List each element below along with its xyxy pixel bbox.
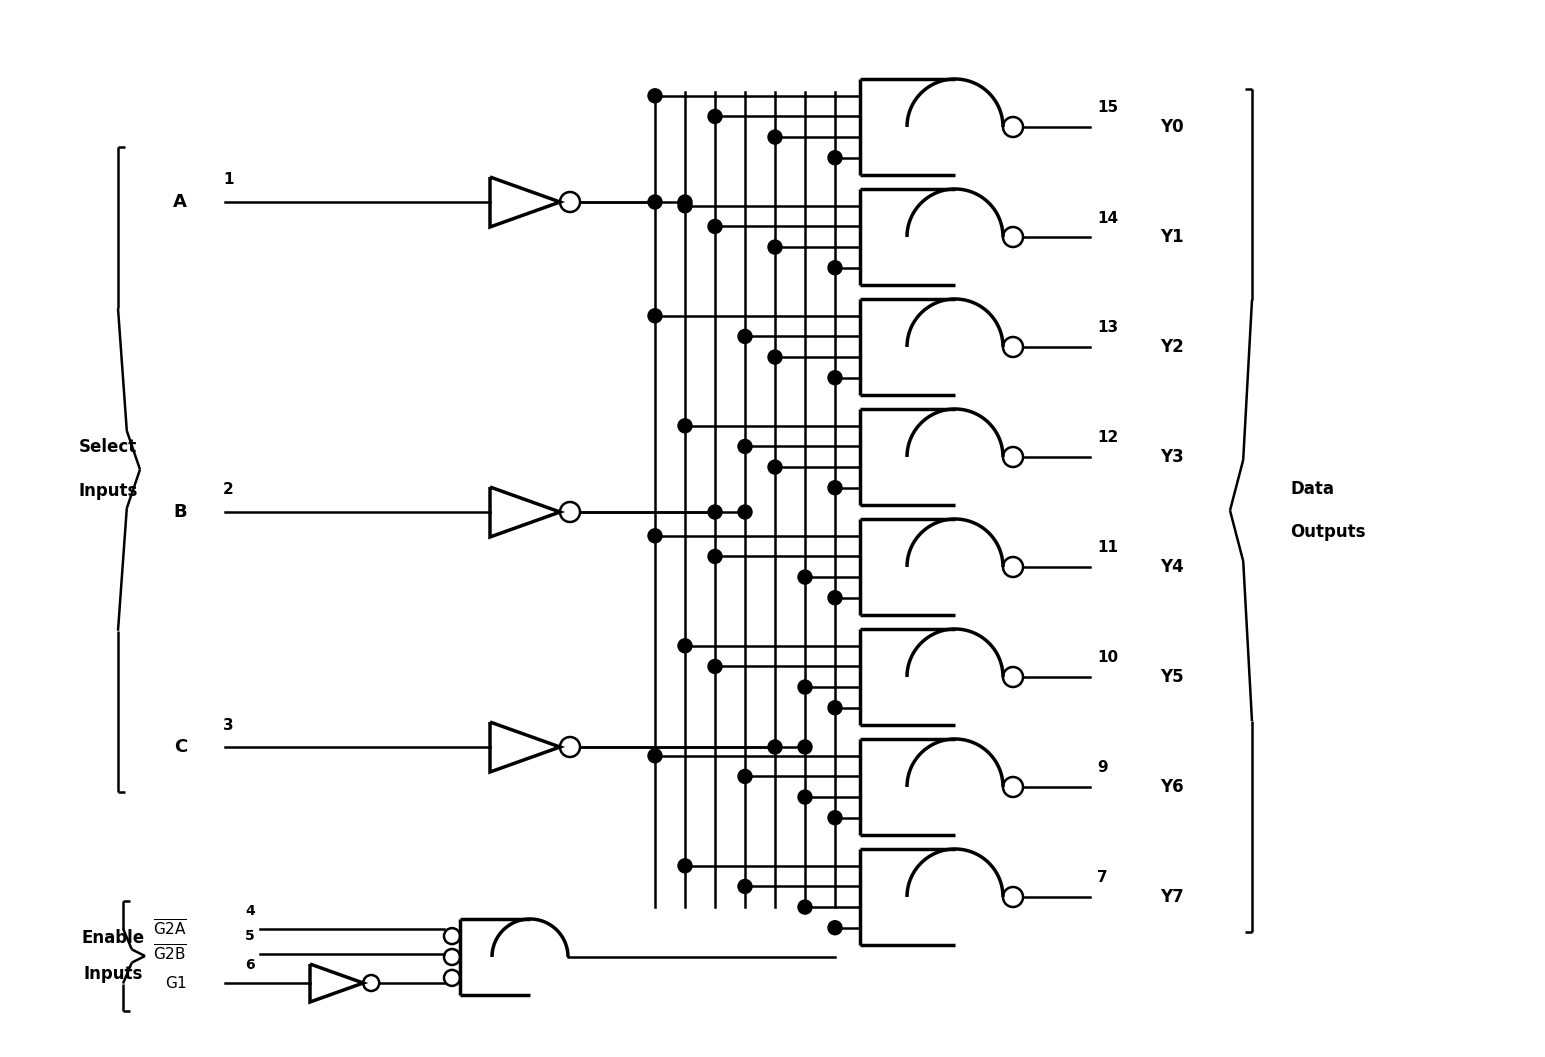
Circle shape xyxy=(678,858,692,873)
Text: Y2: Y2 xyxy=(1160,338,1183,356)
Circle shape xyxy=(828,591,842,605)
Circle shape xyxy=(708,550,722,563)
Circle shape xyxy=(678,199,692,212)
Text: 2: 2 xyxy=(222,482,233,498)
Text: 5: 5 xyxy=(246,929,255,943)
Text: Y5: Y5 xyxy=(1160,668,1183,686)
Circle shape xyxy=(828,261,842,275)
Circle shape xyxy=(708,220,722,234)
Text: Y3: Y3 xyxy=(1160,448,1183,466)
Text: $\overline{\rm G2A}$: $\overline{\rm G2A}$ xyxy=(153,919,187,939)
Circle shape xyxy=(799,740,813,754)
Circle shape xyxy=(828,481,842,495)
Circle shape xyxy=(678,419,692,432)
Circle shape xyxy=(678,194,692,209)
Text: Inputs: Inputs xyxy=(79,482,138,501)
Text: Y7: Y7 xyxy=(1160,888,1183,906)
Circle shape xyxy=(768,460,782,475)
Text: 11: 11 xyxy=(1097,540,1119,556)
Circle shape xyxy=(768,240,782,254)
Circle shape xyxy=(768,740,782,754)
Circle shape xyxy=(678,638,692,653)
Circle shape xyxy=(799,680,813,694)
Text: Enable: Enable xyxy=(82,929,145,947)
Circle shape xyxy=(708,110,722,124)
Circle shape xyxy=(739,330,752,344)
Circle shape xyxy=(739,505,752,519)
Text: 13: 13 xyxy=(1097,320,1119,335)
Circle shape xyxy=(739,879,752,893)
Circle shape xyxy=(647,309,661,322)
Text: C: C xyxy=(173,738,187,756)
Text: Data: Data xyxy=(1290,480,1333,498)
Text: 12: 12 xyxy=(1097,430,1119,445)
Circle shape xyxy=(768,350,782,364)
Circle shape xyxy=(739,440,752,453)
Circle shape xyxy=(828,811,842,824)
Circle shape xyxy=(647,528,661,543)
Text: 15: 15 xyxy=(1097,100,1119,115)
Text: $\overline{\rm G2B}$: $\overline{\rm G2B}$ xyxy=(153,944,187,964)
Text: Y6: Y6 xyxy=(1160,778,1183,796)
Circle shape xyxy=(828,921,842,934)
Circle shape xyxy=(799,790,813,804)
Text: Y1: Y1 xyxy=(1160,228,1183,246)
Circle shape xyxy=(828,701,842,715)
Text: 14: 14 xyxy=(1097,210,1119,225)
Text: 9: 9 xyxy=(1097,760,1108,776)
Text: 7: 7 xyxy=(1097,871,1108,886)
Circle shape xyxy=(799,570,813,585)
Circle shape xyxy=(647,89,661,103)
Text: 3: 3 xyxy=(222,718,233,733)
Text: A: A xyxy=(173,193,187,211)
Text: Outputs: Outputs xyxy=(1290,523,1366,541)
Text: 10: 10 xyxy=(1097,650,1119,666)
Circle shape xyxy=(647,194,661,209)
Text: 4: 4 xyxy=(246,904,255,917)
Circle shape xyxy=(828,371,842,385)
Circle shape xyxy=(708,660,722,673)
Text: Inputs: Inputs xyxy=(83,965,142,983)
Circle shape xyxy=(768,130,782,144)
Text: $\rm G1$: $\rm G1$ xyxy=(165,975,187,991)
Circle shape xyxy=(828,151,842,165)
Text: Select: Select xyxy=(79,439,138,457)
Text: Y0: Y0 xyxy=(1160,118,1183,136)
Circle shape xyxy=(799,901,813,914)
Circle shape xyxy=(739,769,752,783)
Circle shape xyxy=(708,505,722,519)
Text: Y4: Y4 xyxy=(1160,558,1183,576)
Text: B: B xyxy=(173,503,187,521)
Text: 1: 1 xyxy=(222,172,233,187)
Circle shape xyxy=(647,748,661,763)
Text: 6: 6 xyxy=(246,958,255,972)
